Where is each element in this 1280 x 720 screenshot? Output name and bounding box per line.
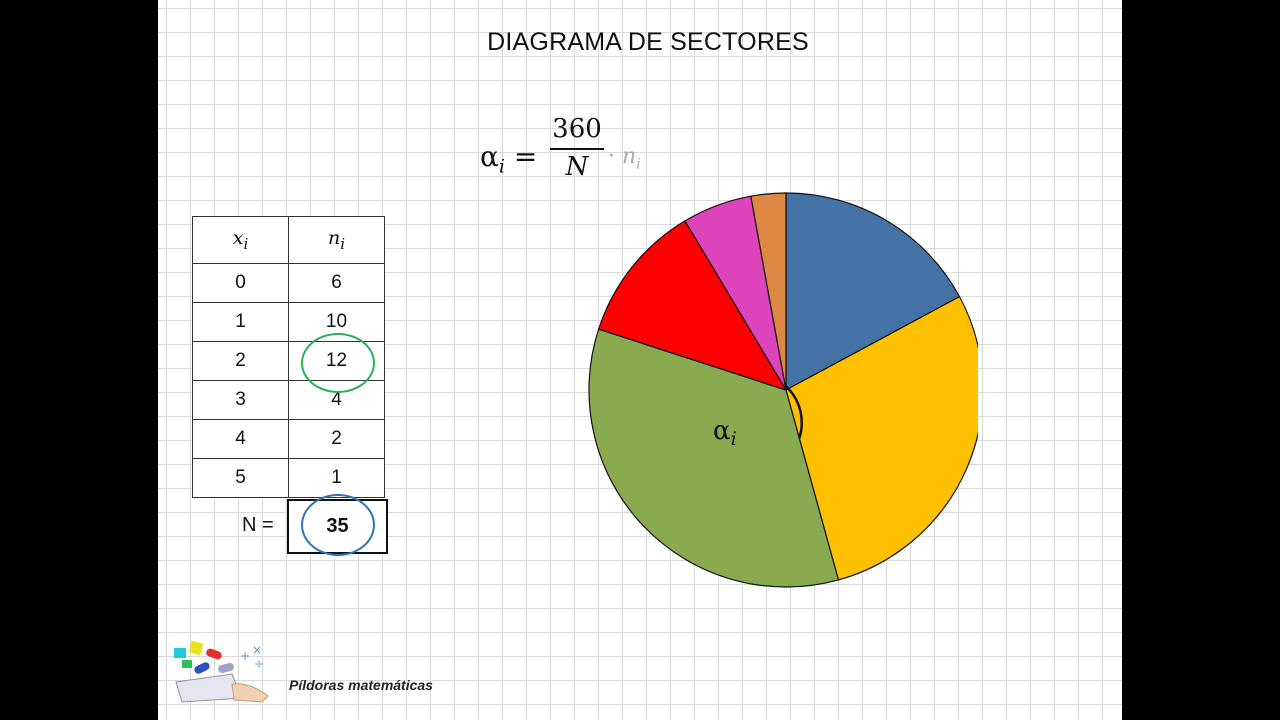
logo-icon: × ÷ + xyxy=(174,640,269,703)
pie-chart xyxy=(588,192,978,588)
table-row: 1 10 xyxy=(192,302,385,342)
angle-formula: αi = 360 N · ni xyxy=(480,114,720,194)
pie-slice-0 xyxy=(785,192,961,392)
table-header-row: xi ni xyxy=(192,216,385,264)
column-header-xi: xi xyxy=(192,216,289,264)
svg-text:×: × xyxy=(252,643,262,657)
page-title: DIAGRAMA DE SECTORES xyxy=(487,28,809,56)
svg-text:÷: ÷ xyxy=(254,657,264,671)
column-header-ni: ni xyxy=(288,216,385,264)
formula-multiplier: · ni xyxy=(608,144,641,173)
highlight-circle-green xyxy=(301,333,375,393)
formula-denominator: N xyxy=(565,152,589,182)
pie-slice-3 xyxy=(597,220,788,392)
cell-ni: 1 xyxy=(288,458,385,498)
total-label: N = xyxy=(242,514,274,536)
cell-ni: 2 xyxy=(288,419,385,459)
slide: DIAGRAMA DE SECTORES αi = 360 N · ni xi … xyxy=(158,0,1122,720)
formula-fraction: 360 N xyxy=(550,114,604,182)
cell-xi: 3 xyxy=(192,380,289,420)
cell-xi: 5 xyxy=(192,458,289,498)
svg-text:+: + xyxy=(240,649,250,663)
formula-numerator: 360 xyxy=(552,114,602,144)
formula-lhs: αi = xyxy=(480,140,538,178)
pie-slice-2 xyxy=(588,328,840,588)
highlight-circle-blue xyxy=(301,494,375,556)
cell-ni: 6 xyxy=(288,263,385,303)
angle-label: αi xyxy=(713,416,737,451)
fraction-bar xyxy=(550,148,604,150)
cell-xi: 4 xyxy=(192,419,289,459)
cell-xi: 0 xyxy=(192,263,289,303)
pie-slice-1 xyxy=(785,295,978,581)
cell-xi: 1 xyxy=(192,302,289,342)
cell-xi: 2 xyxy=(192,341,289,381)
pie-slice-5 xyxy=(750,192,787,391)
brand-label: Píldoras matemáticas xyxy=(289,677,433,693)
